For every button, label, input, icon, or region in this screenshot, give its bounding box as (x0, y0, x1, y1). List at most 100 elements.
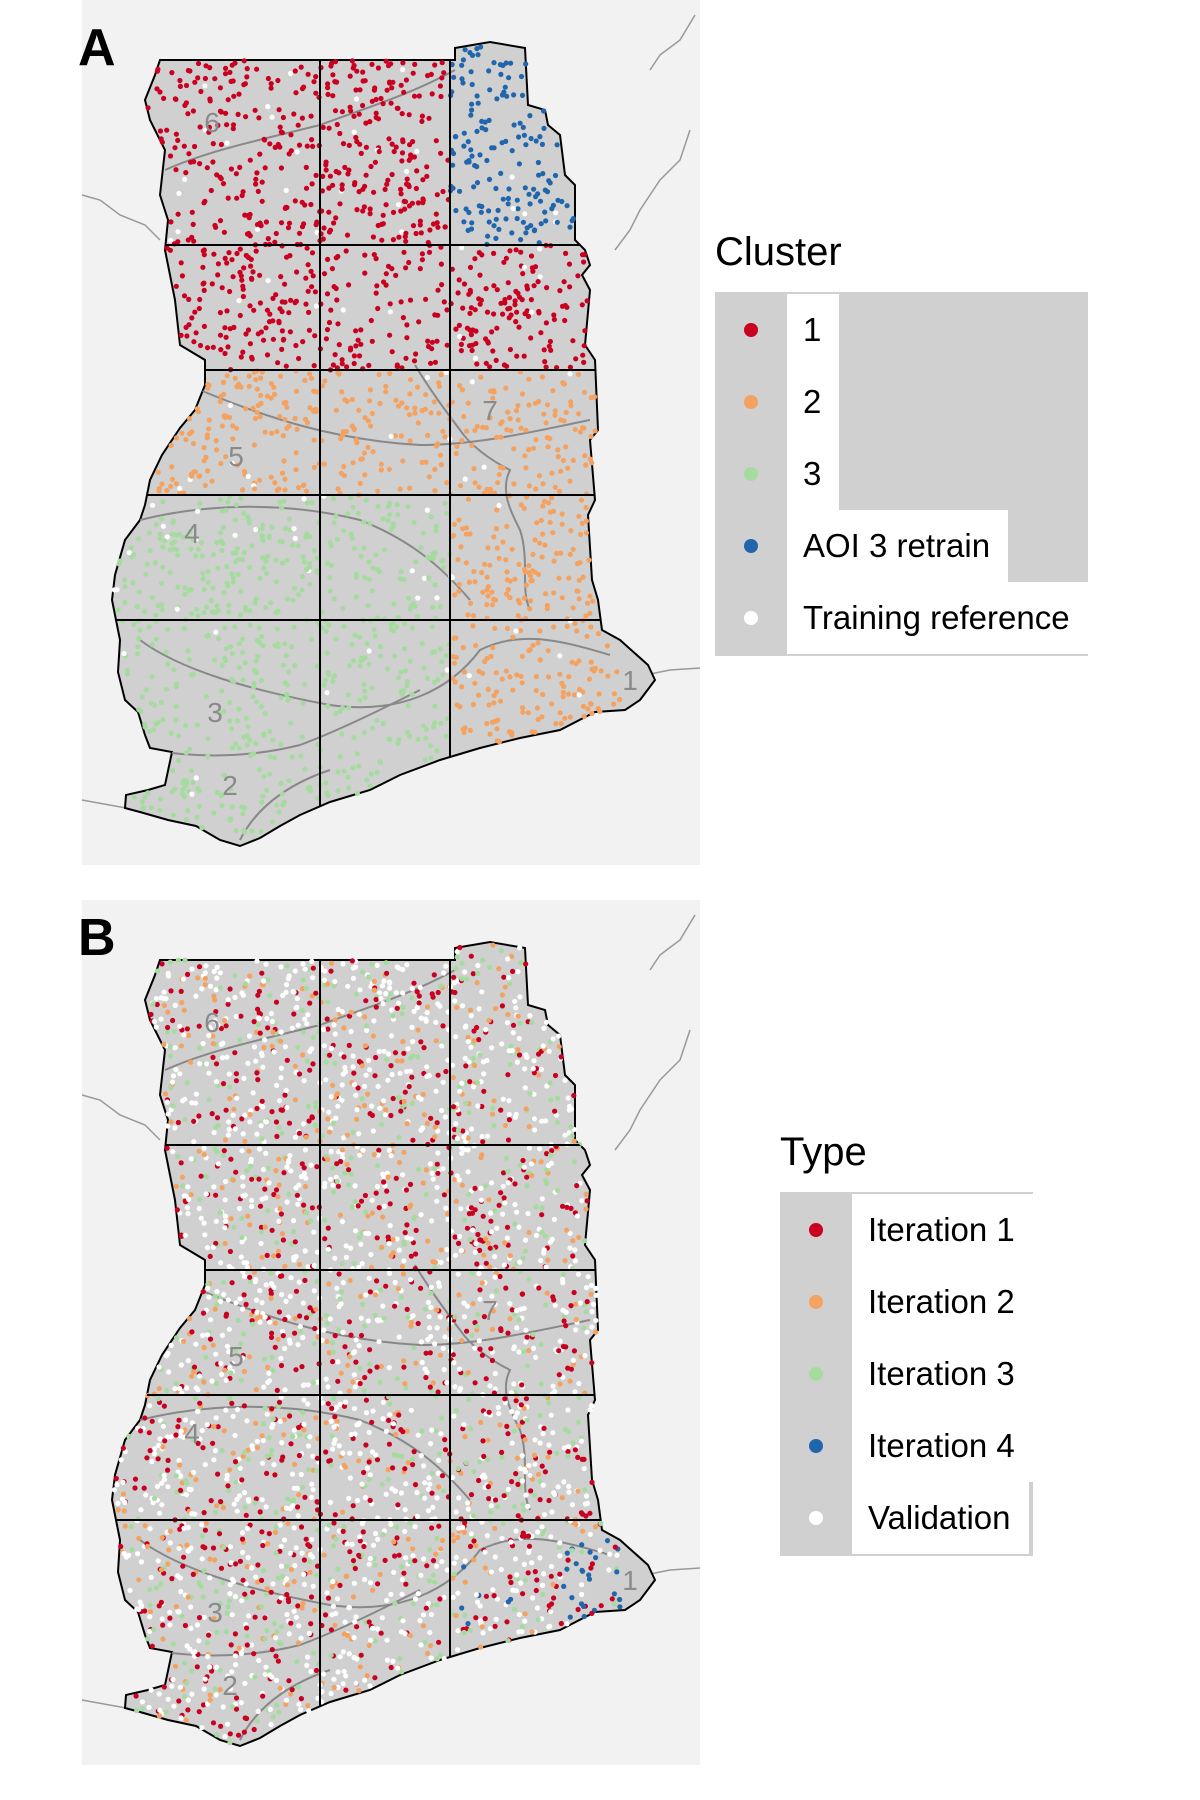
sample-point (199, 1533, 205, 1539)
sample-point (157, 796, 163, 802)
sample-point (203, 963, 209, 969)
sample-point (485, 1133, 491, 1139)
sample-point (136, 706, 142, 713)
sample-point (403, 1385, 409, 1391)
sample-point (494, 1504, 501, 1510)
sample-point (341, 1054, 347, 1060)
sample-point (442, 1437, 448, 1443)
sample-point (565, 691, 572, 697)
sample-point (530, 1595, 536, 1601)
sample-point (494, 545, 500, 551)
sample-point (327, 1052, 333, 1058)
sample-point (462, 969, 468, 975)
sample-point (566, 261, 573, 267)
sample-point (492, 1301, 498, 1307)
sample-point (361, 1388, 367, 1394)
sample-point (169, 1079, 176, 1085)
sample-point (588, 1282, 595, 1288)
sample-point (329, 1584, 335, 1590)
sample-point (340, 307, 346, 313)
sample-point (286, 1120, 293, 1126)
sample-point (297, 1328, 304, 1334)
sample-point (469, 379, 475, 385)
sample-point (218, 530, 224, 536)
sample-point (180, 1098, 186, 1104)
sample-point (380, 1303, 386, 1309)
sample-point (205, 385, 211, 391)
sample-point (278, 695, 284, 701)
sample-point (580, 703, 587, 710)
sample-point (152, 1446, 158, 1452)
sample-point (305, 1401, 311, 1407)
sample-point (301, 221, 307, 227)
sample-point (617, 696, 623, 703)
sample-point (451, 635, 457, 641)
sample-point (537, 1497, 543, 1503)
sample-point (227, 718, 233, 724)
sample-point (433, 1088, 439, 1094)
sample-point (562, 715, 568, 721)
sample-point (456, 1495, 462, 1501)
sample-point (504, 1020, 511, 1026)
sample-point (272, 1529, 279, 1535)
sample-point (327, 173, 333, 179)
sample-point (384, 181, 390, 187)
sample-point (278, 780, 284, 787)
sample-point (474, 361, 480, 367)
sample-point (450, 675, 456, 681)
sample-point (191, 339, 197, 345)
sample-point (270, 295, 276, 301)
sample-point (291, 624, 297, 630)
sample-point (246, 1033, 253, 1039)
sample-point (220, 540, 226, 547)
sample-point (299, 115, 305, 121)
sample-point (487, 415, 493, 421)
sample-point (361, 1469, 367, 1476)
sample-point (301, 1170, 308, 1177)
sample-point (258, 1050, 264, 1056)
sample-point (160, 544, 166, 550)
sample-point (453, 654, 459, 660)
sample-point (418, 545, 424, 551)
sample-point (376, 1205, 382, 1211)
sample-point (369, 1449, 376, 1455)
sample-point (313, 222, 319, 228)
sample-point (532, 1461, 538, 1467)
sample-point (385, 177, 391, 183)
sample-point (217, 1600, 223, 1607)
sample-point (160, 523, 166, 529)
sample-point (523, 1052, 529, 1058)
sample-point (480, 957, 486, 963)
sample-point (120, 1445, 126, 1451)
sample-point (298, 1471, 304, 1478)
sample-point (173, 681, 180, 687)
sample-point (296, 1492, 302, 1498)
sample-point (460, 80, 466, 86)
sample-point (442, 1114, 448, 1120)
sample-point (479, 1152, 485, 1158)
sample-point (400, 1429, 406, 1435)
sample-point (296, 230, 303, 236)
sample-point (415, 595, 421, 601)
sample-point (205, 1701, 211, 1707)
sample-point (552, 408, 558, 414)
sample-point (512, 1414, 518, 1420)
sample-point (233, 1479, 239, 1485)
sample-point (292, 1330, 298, 1336)
sample-point (193, 553, 199, 559)
sample-point (278, 1563, 285, 1569)
sample-point (419, 257, 425, 263)
sample-point (177, 531, 183, 537)
sample-point (165, 1696, 171, 1702)
sample-point (333, 1115, 339, 1121)
sample-point (565, 1095, 571, 1101)
sample-point (547, 1623, 553, 1629)
sample-point (488, 653, 494, 660)
sample-point (346, 1167, 352, 1173)
sample-point (275, 1253, 281, 1259)
sample-point (342, 397, 348, 403)
sample-point (514, 1059, 521, 1065)
sample-point (205, 753, 211, 760)
sample-point (571, 1138, 577, 1144)
sample-point (507, 248, 513, 254)
